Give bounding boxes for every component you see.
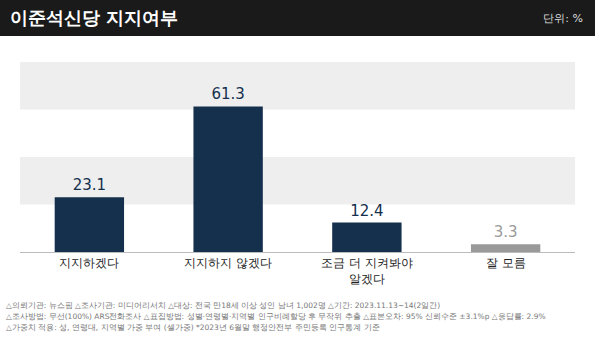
svg-text:지지하겠다: 지지하겠다	[59, 256, 119, 270]
html-text:이준석신당 지지여부: 이준석신당 지지여부	[10, 7, 179, 28]
html-text:△의뢰기관: 뉴스핌 △조사기관: 미디어리서치 △대상:: △의뢰기관: 뉴스핌 △조사기관: 미디어리서치 △대상: 전국 만18세 이상…	[6, 301, 441, 310]
svg-text:23.1: 23.1	[73, 176, 106, 194]
html-text:△조사방법: 무선(100%) ARS전화조사 △표집방법:: △조사방법: 무선(100%) ARS전화조사 △표집방법: 성별·연령별·지역…	[6, 312, 546, 321]
svg-text:61.3: 61.3	[211, 85, 244, 103]
svg-text:조금 더 지켜봐야알겠다: 조금 더 지켜봐야알겠다	[321, 256, 413, 286]
svg-text:지지하지 않겠다: 지지하지 않겠다	[184, 256, 272, 270]
svg-text:잘 모름: 잘 모름	[486, 256, 526, 270]
html-text:△가중치 적용: 성, 연령대, 지역별 가중 부여 (셀가: △가중치 적용: 성, 연령대, 지역별 가중 부여 (셀가중) *2023년 …	[6, 323, 380, 332]
svg-text:12.4: 12.4	[350, 202, 383, 220]
html-text:단위: %: 단위: %	[543, 12, 583, 25]
svg-text:3.3: 3.3	[494, 223, 518, 241]
